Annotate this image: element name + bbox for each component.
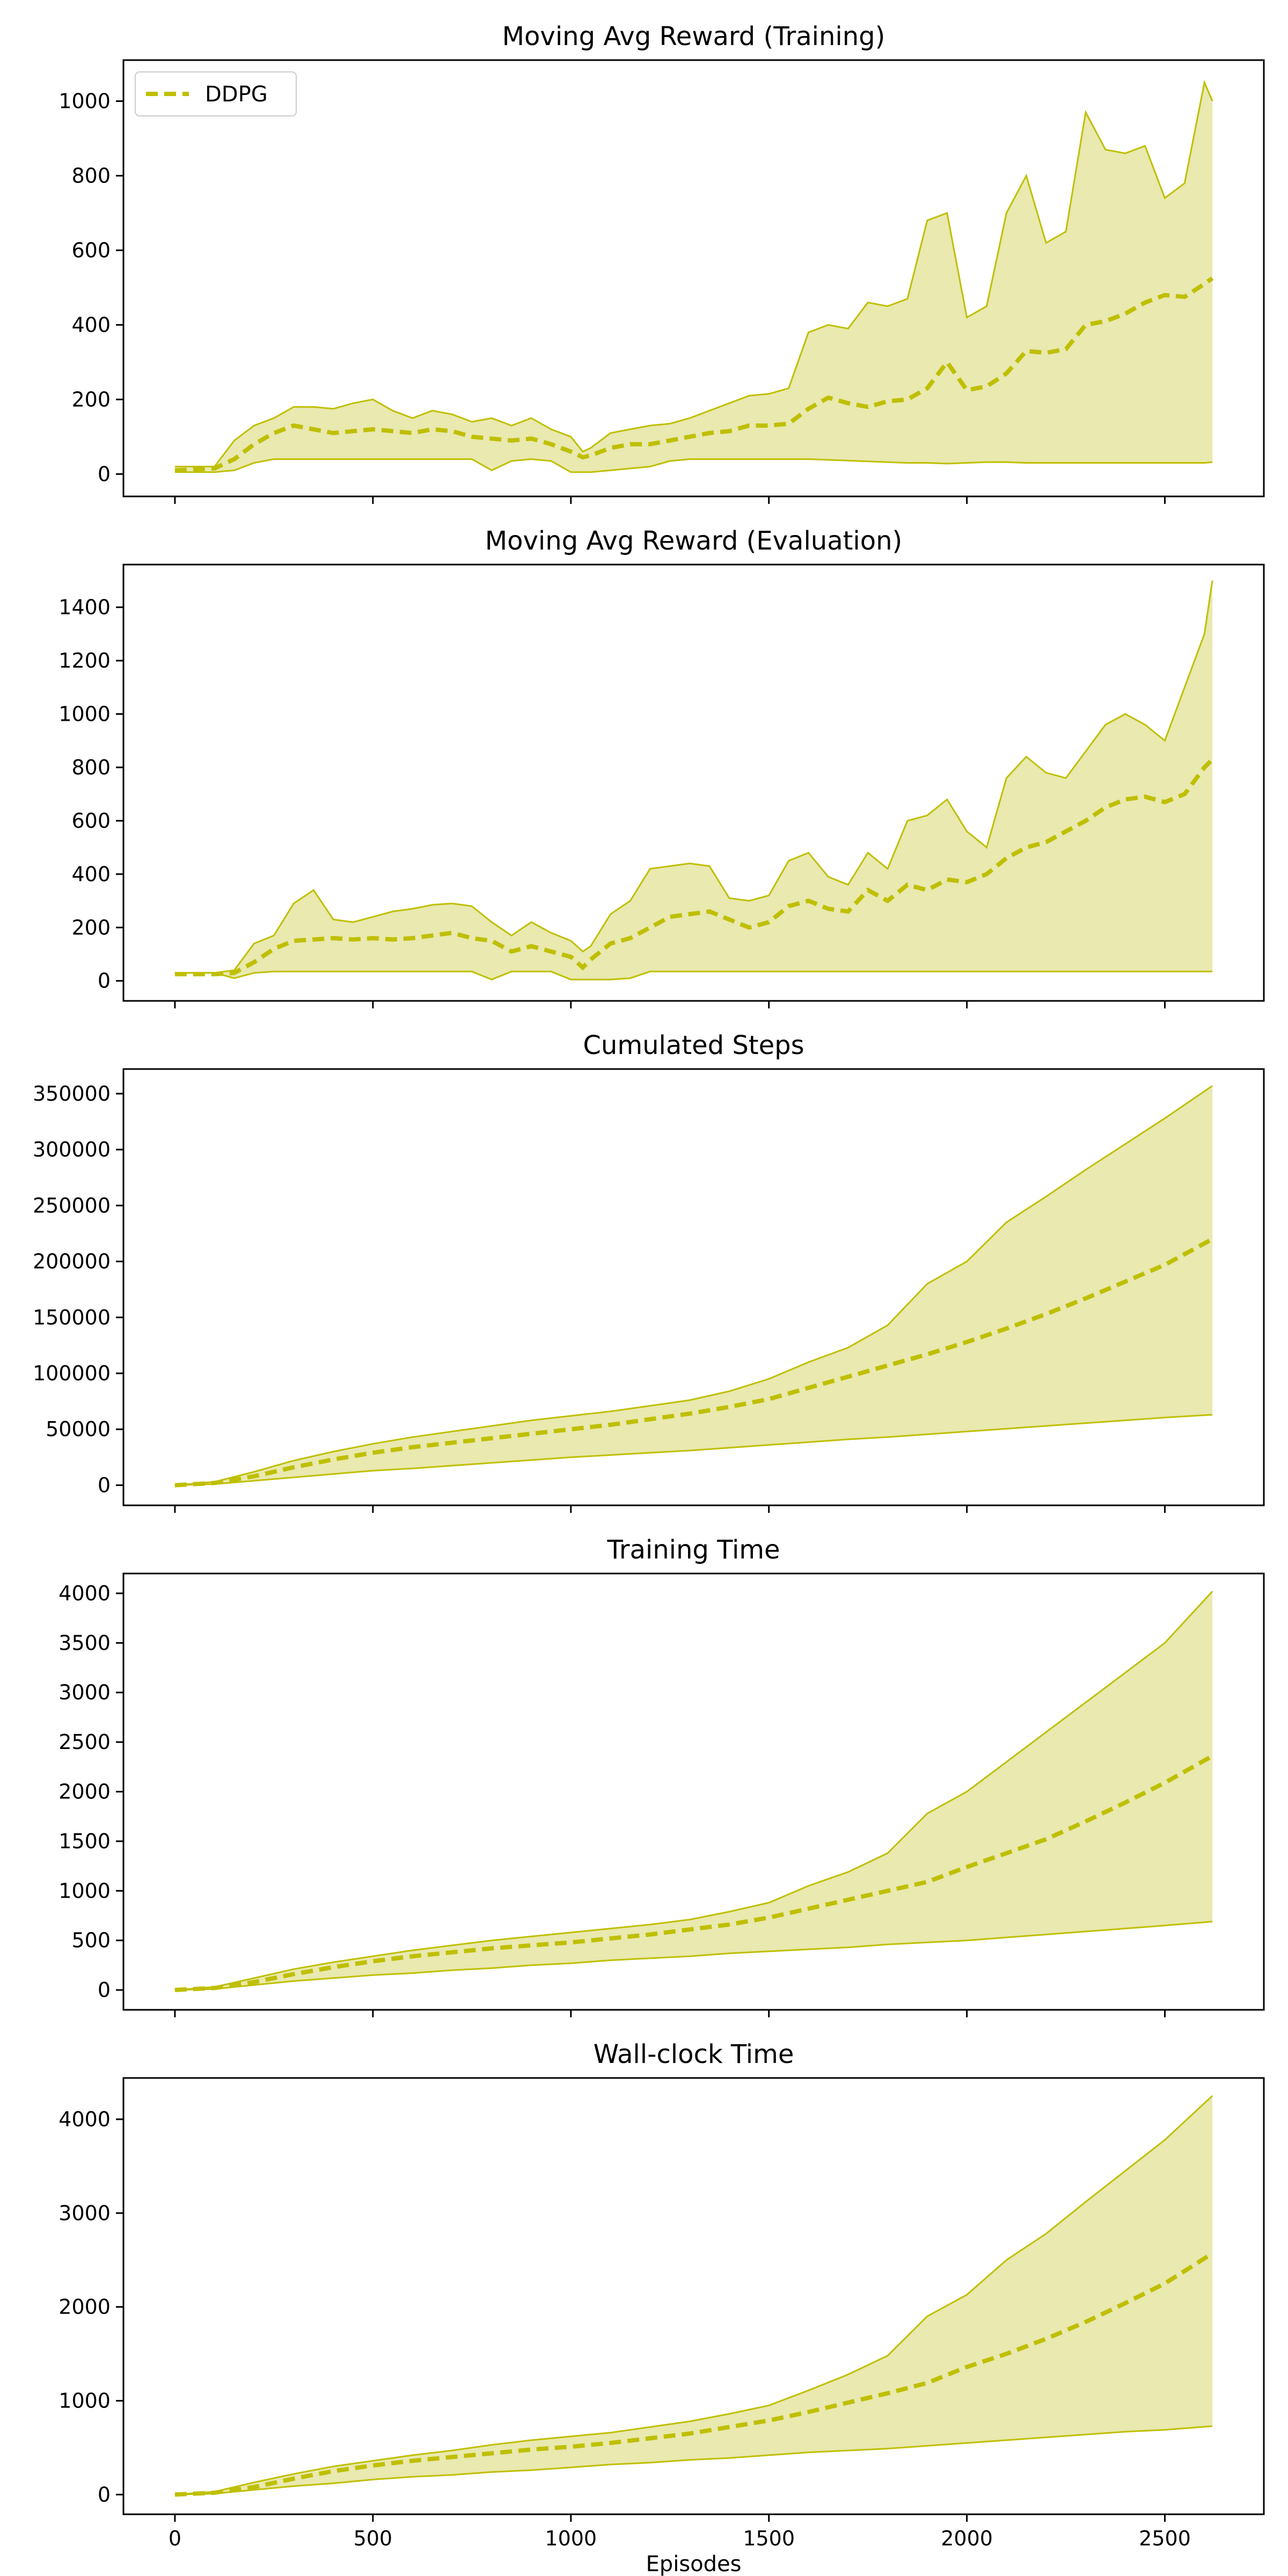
y-tick-label: 300000: [33, 1138, 111, 1161]
y-tick-label: 200: [71, 916, 111, 939]
x-tick-label: 1000: [545, 2527, 597, 2550]
x-tick-label: 500: [354, 2527, 393, 2550]
y-tick-label: 200: [71, 387, 111, 411]
legend: DDPG: [135, 71, 297, 116]
y-tick-label: 350000: [33, 1082, 111, 1106]
y-tick-label: 600: [71, 809, 111, 832]
plot-frame: [122, 2077, 1265, 2515]
band-area: [174, 82, 1213, 472]
band-area: [174, 1591, 1213, 1990]
upper-bound-line: [174, 2095, 1213, 2496]
y-tick-label: 100000: [33, 1362, 111, 1385]
band-area: [174, 580, 1213, 980]
lower-bound-line: [174, 2425, 1213, 2496]
plot-frame: [122, 1068, 1265, 1506]
y-tick-label: 800: [71, 164, 111, 187]
chart-title: Cumulated Steps: [583, 1030, 804, 1060]
subplot-1: Moving Avg Reward (Training) 0 200 400 600 80…: [58, 21, 1265, 504]
subplot-5: Wall-clock Time 0 1000 2000 3000 4000 0 500 1000…: [58, 2039, 1265, 2576]
mean-line: [174, 276, 1214, 473]
y-tick-label: 0: [98, 2483, 111, 2506]
y-tick-label: 1400: [58, 596, 111, 619]
chart-title: Moving Avg Reward (Training): [502, 21, 885, 52]
y-tick-label: 2000: [58, 2295, 111, 2319]
chart-title: Training Time: [606, 1535, 780, 1565]
y-tick-label: 1200: [58, 649, 111, 672]
plot-frame: [122, 59, 1265, 497]
y-tick-label: 1000: [58, 2389, 111, 2412]
y-tick-label: 1500: [58, 1829, 111, 1853]
y-tick-label: 0: [98, 462, 111, 486]
y-tick-label: 4000: [58, 2107, 111, 2131]
y-tick-label: 1000: [58, 89, 111, 113]
subplot-3: Cumulated Steps 0 50000 100000 150000 200000 2…: [33, 1030, 1265, 1513]
y-tick-label: 3000: [58, 2201, 111, 2225]
y-tick-label: 0: [98, 1473, 111, 1497]
band-area: [174, 2096, 1213, 2495]
y-tick-label: 150000: [33, 1306, 111, 1329]
lower-bound-line: [174, 458, 1213, 473]
mean-line: [174, 2251, 1214, 2497]
y-tick-label: 50000: [46, 1417, 111, 1441]
x-tick-label: 1500: [743, 2527, 795, 2550]
y-tick-label: 0: [98, 969, 111, 993]
upper-bound-line: [174, 580, 1213, 974]
y-tick-label: 2000: [58, 1780, 111, 1804]
y-tick-label: 800: [71, 756, 111, 779]
mean-line: [174, 1237, 1214, 1488]
mean-line: [174, 1754, 1214, 1992]
y-tick-label: 250000: [33, 1194, 111, 1217]
y-tick-label: 500: [71, 1929, 111, 1952]
lower-bound-line: [174, 1921, 1213, 1991]
subplot-2: Moving Avg Reward (Evaluation) 0 200 400 600…: [58, 526, 1265, 1008]
legend-label: DDPG: [205, 82, 268, 107]
x-tick-label: 0: [169, 2527, 181, 2550]
lower-bound-line: [174, 1414, 1213, 1486]
legend-box: [135, 71, 297, 116]
y-tick-label: 4000: [58, 1582, 111, 1605]
subplot-4: Training Time 0 500 1000 1500 2000 2500 3000 350…: [58, 1535, 1265, 2017]
mean-line: [174, 758, 1214, 977]
y-tick-label: 400: [71, 313, 111, 336]
lower-bound-line: [174, 970, 1213, 980]
y-tick-label: 400: [71, 862, 111, 886]
plot-frame: [122, 564, 1265, 1002]
y-tick-label: 1000: [58, 1879, 111, 1902]
upper-bound-line: [174, 1591, 1213, 1991]
y-tick-label: 200000: [33, 1250, 111, 1274]
y-tick-label: 0: [98, 1978, 111, 2002]
chart-title: Moving Avg Reward (Evaluation): [485, 526, 903, 556]
y-tick-label: 600: [71, 238, 111, 262]
y-tick-label: 1000: [58, 702, 111, 726]
upper-bound-line: [174, 1085, 1213, 1486]
x-axis-label: Episodes: [646, 2552, 742, 2576]
x-tick-label: 2500: [1139, 2527, 1191, 2550]
upper-bound-line: [174, 79, 1213, 467]
y-tick-label: 3500: [58, 1631, 111, 1655]
y-tick-label: 3000: [58, 1681, 111, 1704]
band-area: [174, 1086, 1213, 1485]
y-tick-label: 2500: [58, 1730, 111, 1754]
chart-title: Wall-clock Time: [594, 2039, 794, 2069]
x-tick-label: 2000: [941, 2527, 993, 2550]
